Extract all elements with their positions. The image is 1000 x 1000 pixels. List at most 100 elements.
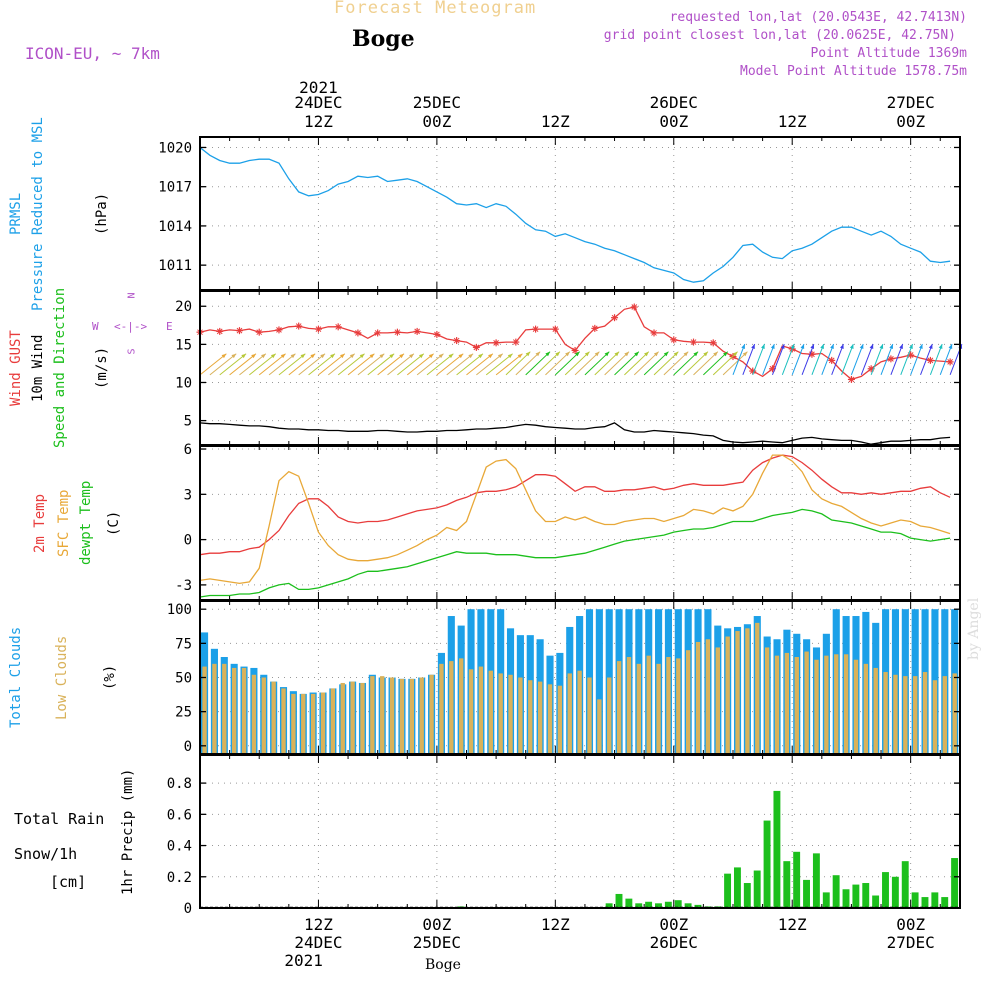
bar-low-clouds [399, 678, 405, 754]
bar-total-rain [803, 879, 810, 908]
bar-total-rain [793, 851, 801, 908]
top-axis-year: 2021 [299, 78, 338, 97]
gust-marker [847, 375, 855, 383]
wind-direction-arrow [377, 353, 405, 376]
bar-low-clouds [843, 654, 849, 754]
footer-station-name: Boge [425, 957, 461, 973]
wind-direction-arrow [347, 353, 375, 376]
wind-direction-arrow [742, 343, 756, 376]
bar-low-clouds [705, 639, 711, 754]
bar-total-rain [743, 883, 751, 908]
bar-low-clouds [755, 622, 760, 754]
wind-direction-arrow [683, 351, 709, 376]
top-axis-label: 25DEC [413, 93, 461, 112]
wind-direction-arrow [249, 353, 277, 376]
wind-direction-arrow [712, 351, 738, 376]
bar-low-clouds [320, 692, 326, 754]
bar-total-rain [822, 892, 830, 908]
gust-marker [433, 330, 441, 338]
y-tick-label: 75 [175, 636, 192, 652]
wind-direction-arrow [594, 351, 620, 376]
bottom-axis-label: 25DEC [413, 933, 461, 952]
gust-marker [374, 329, 382, 337]
bar-total-rain [664, 901, 672, 908]
wind-direction-arrow [929, 343, 943, 376]
bar-low-clouds [231, 667, 237, 754]
compass-east: E [166, 320, 173, 333]
wind-direction-arrow [900, 343, 914, 376]
bar-low-clouds [774, 655, 780, 754]
gust-marker [670, 336, 678, 344]
bar-total-rain [674, 900, 682, 908]
wind-direction-arrow [703, 351, 729, 376]
wind-direction-arrow [318, 353, 346, 376]
wind-direction-arrow [337, 353, 365, 376]
gust-marker [690, 338, 698, 346]
bar-total-rain [901, 861, 909, 908]
gust-marker [235, 327, 243, 335]
bar-low-clouds [922, 672, 928, 754]
top-axis-label: 00Z [896, 112, 925, 131]
bar-total-rain [625, 898, 633, 908]
wind-direction-arrow [545, 351, 571, 376]
wind-direction-arrow [436, 353, 464, 376]
bar-total-rain [911, 892, 919, 908]
wind-direction-arrow [367, 353, 395, 376]
series-wind-gust [199, 306, 951, 381]
bottom-axis-label: 12Z [304, 915, 333, 934]
grid-point-coordinates: grid point closest lon,lat (20.0625E, 42… [603, 28, 956, 43]
wind-direction-arrow [476, 353, 504, 376]
bar-low-clouds [310, 693, 316, 754]
panel-frame [199, 290, 961, 446]
wind-direction-arrow [732, 343, 746, 376]
bar-low-clouds [686, 650, 691, 754]
wind-direction-arrow [633, 351, 659, 376]
clouds-panel: 0 25 50 75 100 [167, 600, 961, 755]
y-tick-label: 1014 [158, 219, 192, 235]
wind-direction-arrow [456, 353, 484, 376]
top-axis-label: 26DEC [650, 93, 698, 112]
top-axis-label: 12Z [304, 112, 333, 131]
wind-direction-arrow [397, 353, 425, 376]
bar-low-clouds [745, 628, 750, 754]
gust-marker [492, 339, 500, 347]
bar-low-clouds [241, 667, 247, 754]
bar-low-clouds [932, 680, 938, 754]
gust-marker [295, 322, 303, 330]
wind-direction-arrow [801, 343, 815, 376]
bar-low-clouds [528, 680, 533, 754]
y-tick-label: 15 [175, 337, 192, 353]
bar-low-clouds [370, 676, 375, 754]
bar-total-rain [842, 889, 850, 908]
wind-direction-arrow [643, 351, 669, 376]
wind-direction-arrow [850, 343, 864, 376]
bar-low-clouds [903, 676, 908, 754]
wind-direction-arrow [199, 353, 227, 376]
wind-direction-arrow [673, 351, 699, 376]
bar-low-clouds [804, 651, 809, 754]
wind-direction-arrow [239, 353, 267, 376]
wind-direction-arrow [841, 343, 854, 376]
gust-marker [571, 346, 579, 354]
gust-marker [887, 355, 895, 363]
wind-direction-arrow [870, 343, 884, 376]
gust-marker [354, 329, 362, 337]
bar-low-clouds [360, 682, 365, 754]
bar-low-clouds [715, 647, 720, 754]
bottom-axis-label: 27DEC [887, 933, 935, 952]
bar-low-clouds [222, 663, 227, 754]
bar-low-clouds [498, 673, 503, 754]
requested-coordinates: requested lon,lat (20.0543E, 42.7413N) [669, 10, 967, 25]
wind-direction-arrow [278, 353, 306, 376]
bar-total-rain [812, 853, 820, 908]
wind-direction-arrow [762, 343, 775, 376]
bar-low-clouds [725, 636, 730, 754]
bottom-axis-label: 24DEC [294, 933, 342, 952]
bar-low-clouds [468, 669, 474, 754]
gust-marker [472, 343, 480, 351]
bar-low-clouds [873, 667, 878, 754]
wind-direction-arrow [781, 343, 795, 376]
wind-direction-arrow [268, 353, 296, 376]
model-label: ICON-EU, ~ 7km [25, 44, 160, 63]
top-axis-label: 00Z [659, 112, 688, 131]
